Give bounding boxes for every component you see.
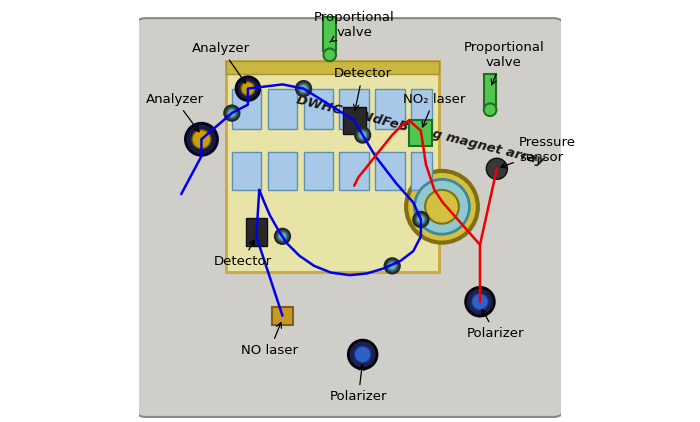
Bar: [411, 89, 433, 129]
Text: NO₂ laser: NO₂ laser: [403, 93, 466, 127]
Bar: [375, 152, 405, 190]
Circle shape: [388, 262, 396, 270]
Bar: [232, 89, 261, 129]
FancyBboxPatch shape: [135, 18, 564, 417]
Circle shape: [413, 212, 428, 227]
Bar: [484, 74, 496, 106]
Circle shape: [296, 81, 312, 96]
Bar: [304, 152, 333, 190]
Circle shape: [484, 103, 496, 116]
Bar: [304, 89, 333, 129]
Circle shape: [358, 131, 367, 139]
Text: Pressure
sensor: Pressure sensor: [500, 136, 576, 168]
Bar: [409, 120, 433, 146]
Text: Detector: Detector: [334, 68, 392, 110]
Bar: [342, 106, 366, 134]
Circle shape: [416, 215, 425, 224]
Text: Detector: Detector: [214, 240, 272, 268]
Bar: [232, 152, 261, 190]
Circle shape: [349, 340, 377, 369]
Circle shape: [355, 127, 370, 143]
Circle shape: [300, 84, 308, 93]
Bar: [267, 152, 297, 190]
Bar: [323, 17, 336, 51]
Bar: [225, 61, 439, 272]
Circle shape: [228, 109, 236, 117]
Circle shape: [224, 106, 239, 121]
Circle shape: [384, 258, 400, 273]
Circle shape: [193, 130, 211, 149]
Circle shape: [406, 171, 478, 243]
Text: DWHC & NdFeB ring magnet array: DWHC & NdFeB ring magnet array: [295, 94, 546, 168]
Text: Analyzer: Analyzer: [146, 93, 204, 132]
Circle shape: [472, 293, 489, 310]
Bar: [340, 152, 369, 190]
Circle shape: [279, 232, 287, 241]
Bar: [411, 152, 433, 190]
Circle shape: [414, 179, 470, 234]
Circle shape: [354, 346, 371, 363]
Circle shape: [186, 123, 218, 155]
Text: NO laser: NO laser: [241, 322, 298, 357]
Circle shape: [241, 82, 255, 95]
Bar: [246, 219, 267, 246]
Bar: [272, 307, 293, 325]
Circle shape: [275, 229, 290, 244]
Bar: [340, 89, 369, 129]
Bar: [267, 89, 297, 129]
Bar: [225, 61, 439, 74]
Text: Polarizer: Polarizer: [330, 365, 387, 403]
Text: Proportional
valve: Proportional valve: [463, 41, 545, 85]
Circle shape: [466, 287, 494, 316]
Circle shape: [323, 49, 336, 61]
Text: Analyzer: Analyzer: [193, 42, 251, 83]
Circle shape: [486, 158, 507, 179]
Text: Proportional
valve: Proportional valve: [314, 11, 395, 42]
Circle shape: [236, 77, 260, 100]
Text: Polarizer: Polarizer: [467, 310, 524, 340]
Circle shape: [425, 190, 459, 224]
Bar: [375, 89, 405, 129]
